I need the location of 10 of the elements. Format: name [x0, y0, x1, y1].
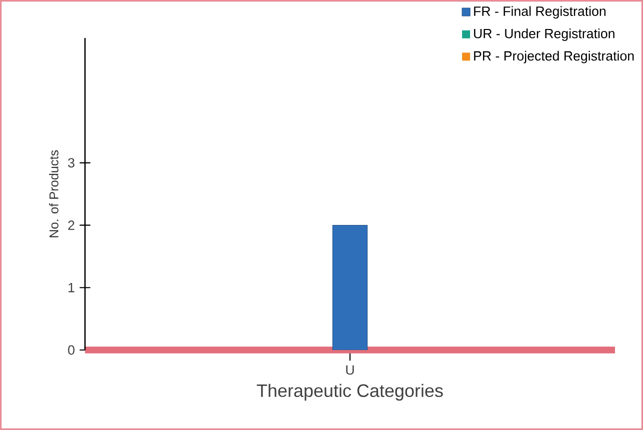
y-tick-label: 1	[68, 283, 74, 292]
x-axis-title: Therapeutic Categories	[256, 384, 443, 401]
y-axis-title: No. of Products	[49, 150, 58, 238]
y-tick-label: 3	[68, 158, 74, 168]
legend-label: FR - Final Registration	[474, 6, 606, 19]
legend-label: PR - Projected Registration	[474, 50, 634, 64]
y-tick-label: 2	[68, 220, 74, 230]
x-tick-label: U	[346, 365, 354, 375]
y-tick-label: 0	[68, 345, 74, 355]
legend-label: UR - Under Registration	[474, 28, 614, 41]
